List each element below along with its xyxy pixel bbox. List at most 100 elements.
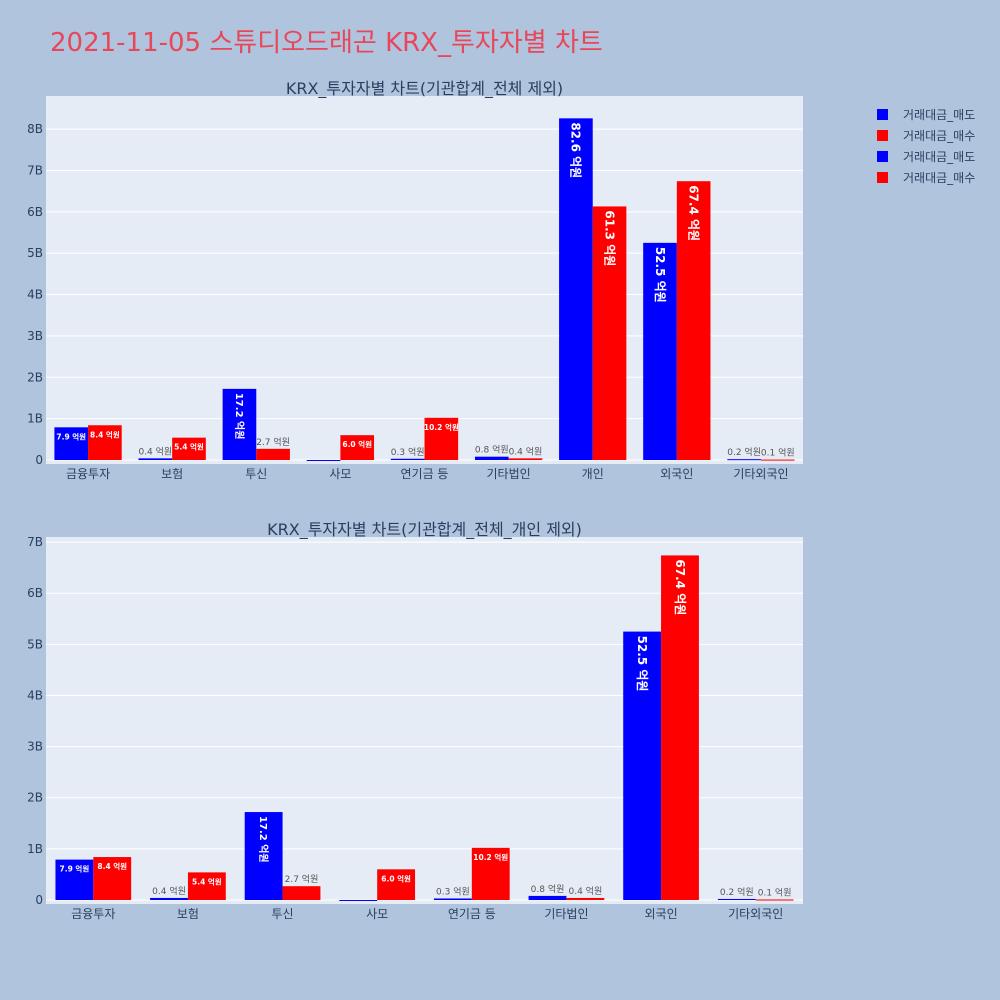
bar-buy — [93, 857, 132, 900]
bar-sell — [623, 631, 662, 900]
x-tick-label: 연기금 등 — [448, 907, 496, 921]
x-tick-label: 연기금 등 — [401, 467, 449, 481]
data-label: 67.4 억원 — [686, 185, 700, 241]
legend-swatch-buy — [877, 172, 888, 183]
bar-buy — [592, 206, 627, 460]
data-label: 5.4 억원 — [174, 442, 204, 452]
x-tick-label: 투신 — [245, 467, 267, 481]
data-label: 2.7 억원 — [285, 873, 319, 885]
bar-buy — [88, 425, 122, 460]
bar-buy — [755, 899, 794, 901]
bar-buy — [471, 847, 510, 900]
bar-sell — [54, 427, 89, 460]
data-label: 5.4 억원 — [192, 876, 222, 886]
data-label: 0.3 억원 — [391, 446, 425, 458]
bar-buy — [424, 417, 459, 460]
data-label: 52.5 억원 — [653, 247, 667, 303]
legend-item[interactable]: 거래대금_매수 — [903, 129, 975, 143]
legend-item[interactable]: 거래대금_매도 — [903, 150, 975, 164]
data-label: 67.4 억원 — [673, 559, 687, 615]
bar-sell — [528, 895, 567, 900]
y-tick-label: 8B — [27, 122, 43, 136]
bar-sell — [306, 460, 341, 461]
bar-buy — [340, 435, 375, 460]
data-label: 0.4 억원 — [568, 885, 602, 897]
chart-top: KRX_투자자별 차트(기관합계_전체 제외) 0 1B 2B 3B 4B 5B 6B 7B 8B… — [27, 79, 803, 481]
data-label: 6.0 억원 — [342, 439, 372, 449]
data-label: 7.9 억원 — [56, 431, 86, 441]
bar-sell — [433, 898, 472, 900]
data-label: 2.7 억원 — [256, 436, 290, 448]
data-label: 0.4 억원 — [509, 445, 543, 457]
bar-buy — [187, 872, 226, 900]
data-label: 6.0 억원 — [381, 873, 411, 883]
bar-buy — [566, 897, 605, 900]
bar-sell — [474, 456, 509, 460]
x-tick-label: 외국인 — [645, 907, 678, 921]
y-tick-label: 6B — [27, 205, 43, 219]
data-label: 52.5 억원 — [635, 636, 649, 692]
data-label: 0.8 억원 — [475, 444, 509, 456]
bar-buy — [661, 555, 699, 900]
x-tick-label: 기타법인 — [487, 467, 531, 481]
x-tick-label: 기타법인 — [544, 907, 588, 921]
bar-buy — [172, 437, 206, 460]
bar-buy — [377, 869, 416, 900]
data-label: 0.1 억원 — [758, 886, 792, 898]
page-title: 2021-11-05 스튜디오드래곤 KRX_투자자별 차트 — [50, 28, 603, 58]
bar-buy — [760, 459, 795, 461]
chart-subtitle: KRX_투자자별 차트(기관합계_전체_개인 제외) — [267, 520, 582, 540]
data-label: 17.2 억원 — [257, 816, 270, 863]
y-tick-label: 4B — [27, 688, 43, 702]
bar-sell — [717, 898, 756, 900]
y-tick-label: 7B — [27, 535, 43, 549]
legend-item[interactable]: 거래대금_매수 — [903, 171, 975, 185]
y-tick-label: 0 — [35, 893, 43, 907]
legend-swatch-sell — [877, 109, 888, 120]
data-label: 7.9 억원 — [60, 864, 90, 874]
y-tick-label: 1B — [27, 412, 43, 426]
data-label: 17.2 억원 — [233, 393, 246, 440]
bar-sell — [339, 900, 378, 901]
x-tick-label: 투신 — [272, 907, 294, 921]
bar-buy — [256, 448, 290, 460]
y-tick-label: 3B — [27, 329, 43, 343]
x-tick-label: 사모 — [329, 467, 351, 481]
bar-sell — [55, 859, 94, 900]
y-tick-label: 0 — [35, 453, 43, 467]
y-tick-label: 5B — [27, 246, 43, 260]
data-label: 8.4 억원 — [90, 429, 120, 439]
y-tick-label: 2B — [27, 370, 43, 384]
chart-bottom: KRX_투자자별 차트(기관합계_전체_개인 제외) 0 1B 2B 3B 4B 5B 6B 7… — [27, 520, 803, 921]
bar-sell — [559, 118, 593, 460]
x-tick-label: 기타외국인 — [733, 467, 788, 481]
bar-sell — [390, 458, 425, 460]
y-tick-label: 2B — [27, 791, 43, 805]
legend-swatch-buy — [877, 130, 888, 141]
y-tick-label: 4B — [27, 288, 43, 302]
y-tick-label: 5B — [27, 637, 43, 651]
data-label: 10.2 억원 — [473, 852, 508, 862]
y-tick-label: 6B — [27, 586, 43, 600]
data-label: 8.4 억원 — [97, 861, 127, 871]
x-tick-label: 개인 — [582, 467, 604, 481]
data-label: 0.4 억원 — [152, 885, 186, 897]
x-tick-label: 금융투자 — [71, 907, 115, 921]
data-label: 10.2 억원 — [424, 422, 459, 432]
data-label: 0.3 억원 — [436, 885, 470, 897]
bar-buy — [282, 886, 321, 900]
bar-sell — [643, 242, 677, 460]
legend-item[interactable]: 거래대금_매도 — [903, 108, 975, 122]
data-label: 0.2 억원 — [720, 886, 754, 898]
data-label: 61.3 억원 — [602, 210, 616, 266]
y-tick-label: 3B — [27, 740, 43, 754]
bar-sell — [150, 897, 188, 900]
bar-sell — [222, 388, 257, 460]
data-label: 0.4 억원 — [138, 445, 172, 457]
x-tick-label: 보험 — [161, 467, 183, 481]
chart-subtitle: KRX_투자자별 차트(기관합계_전체 제외) — [286, 79, 563, 99]
x-tick-label: 기타외국인 — [728, 907, 783, 921]
data-label: 82.6 억원 — [569, 122, 583, 178]
legend-swatch-sell — [877, 151, 888, 162]
